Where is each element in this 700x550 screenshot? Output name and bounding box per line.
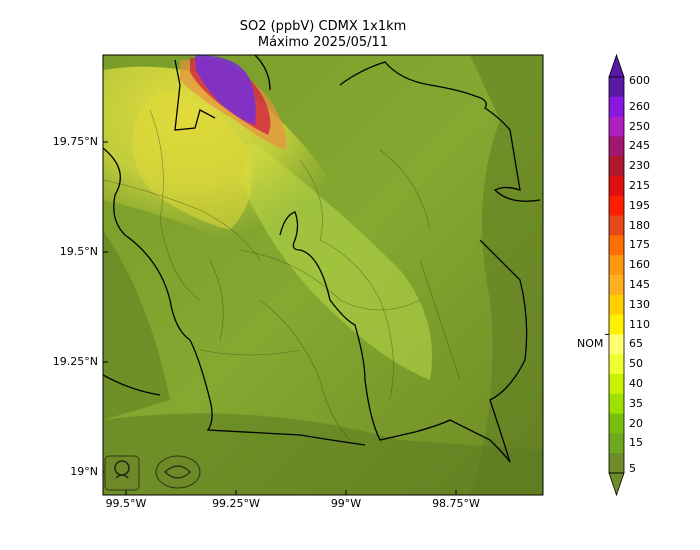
colorbar-level-label: 65 — [629, 337, 643, 351]
colorbar-segment — [609, 354, 624, 375]
colorbar-level-label: 110 — [629, 317, 650, 331]
x-tick-label: 99.25°W — [212, 497, 260, 510]
municipal-boundaries — [103, 109, 461, 441]
colorbar-segment — [609, 116, 624, 137]
colorbar-segment — [609, 215, 624, 236]
colorbar-segment — [609, 136, 624, 157]
y-tick-label: 19.75°N — [52, 135, 98, 148]
map-frame — [102, 54, 544, 496]
map-plot-area — [103, 55, 543, 495]
colorbar-segment — [609, 255, 624, 276]
colorbar-level-label: 260 — [629, 99, 650, 113]
colorbar-level-label: 130 — [629, 297, 650, 311]
colorbar-level-label: 5 — [629, 462, 636, 476]
colorbar-level-label: 15 — [629, 436, 643, 450]
map-title: SO2 (ppbV) CDMX 1x1km — [239, 19, 407, 34]
simat-logo — [155, 455, 201, 489]
colorbar — [605, 53, 625, 497]
colorbar-segment — [609, 195, 624, 217]
colorbar-extend-top — [608, 53, 625, 78]
colorbar-segment — [609, 413, 624, 434]
sedema-logo — [104, 455, 140, 491]
x-tick-label: 98.75°W — [432, 497, 480, 510]
colorbar-segment — [609, 433, 624, 454]
x-tick-label: 99.5°W — [105, 497, 147, 510]
y-tick-label: 19°N — [70, 465, 98, 478]
south-relief — [103, 413, 543, 495]
west-relief — [103, 230, 170, 420]
nom-label: NOM — [577, 337, 604, 350]
state-boundaries — [103, 55, 541, 463]
colorbar-level-label: 215 — [629, 178, 650, 192]
east-relief — [470, 55, 543, 495]
plume-purple — [195, 55, 256, 125]
y-tick-label: 19.25°N — [52, 355, 98, 368]
colorbar-segment — [609, 334, 624, 355]
colorbar-level-label: 20 — [629, 416, 643, 430]
colorbar-segment — [609, 96, 624, 118]
colorbar-level-label: 195 — [629, 198, 650, 212]
colorbar-level-label: 40 — [629, 376, 643, 390]
colorbar-segment — [609, 235, 624, 256]
colorbar-level-label: 250 — [629, 119, 650, 133]
colorbar-segment — [609, 393, 624, 415]
colorbar-level-label: 145 — [629, 277, 650, 291]
plume-yellow-core — [132, 90, 253, 230]
colorbar-segment — [609, 156, 624, 177]
colorbar-segment — [609, 453, 624, 474]
colorbar-level-label: 245 — [629, 139, 650, 153]
colorbar-segment — [609, 374, 624, 395]
colorbar-level-label: 160 — [629, 258, 650, 272]
colorbar-outline — [608, 76, 625, 474]
colorbar-segment — [609, 77, 624, 98]
colorbar-level-label: 50 — [629, 357, 643, 371]
colorbar-extend-bottom — [608, 472, 625, 497]
colorbar-level-label: 35 — [629, 396, 643, 410]
x-tick-label: 99°W — [330, 497, 362, 510]
colorbar-level-label: 175 — [629, 238, 650, 252]
colorbar-segment — [609, 176, 624, 197]
colorbar-level-label: 230 — [629, 159, 650, 173]
colorbar-level-label: 600 — [629, 73, 650, 87]
colorbar-level-label: 180 — [629, 218, 650, 232]
colorbar-segment — [609, 275, 624, 296]
map-subtitle: Máximo 2025/05/11 — [257, 35, 389, 50]
colorbar-segment — [609, 294, 624, 316]
colorbar-segment — [609, 314, 624, 335]
y-tick-label: 19.5°N — [59, 245, 98, 258]
